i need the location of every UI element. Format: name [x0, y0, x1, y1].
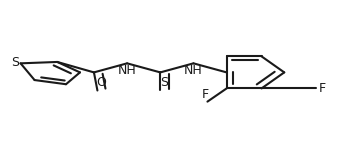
Text: F: F [319, 82, 326, 95]
Text: NH: NH [184, 64, 203, 77]
Text: S: S [161, 76, 169, 89]
Text: NH: NH [118, 64, 137, 77]
Text: F: F [202, 87, 209, 101]
Text: S: S [11, 56, 19, 69]
Text: O: O [97, 76, 107, 89]
